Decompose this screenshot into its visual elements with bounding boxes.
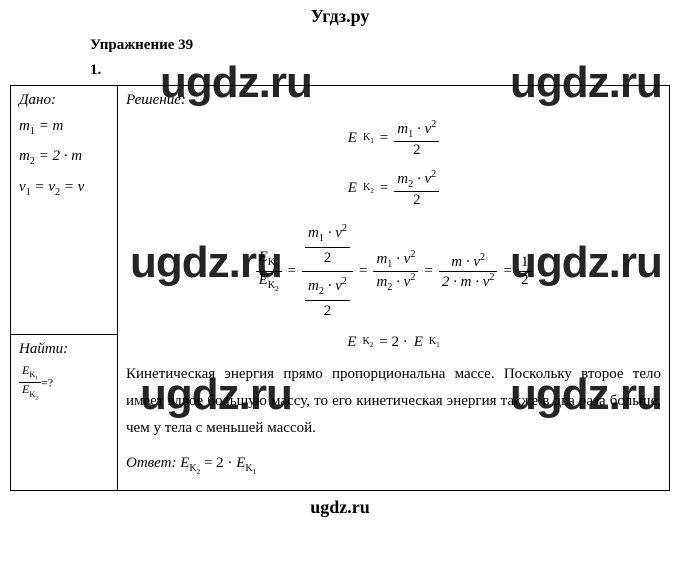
superscript: 2 xyxy=(342,223,347,234)
numerator: 1 xyxy=(518,254,532,272)
exercise-title: Упражнение 39 xyxy=(90,37,680,54)
superscript: 2 xyxy=(410,272,415,283)
sub-subscript: 1 xyxy=(35,376,38,382)
denominator: 2 xyxy=(394,142,439,159)
solution-label: Решение: xyxy=(126,92,661,109)
denominator: 2 xyxy=(305,301,350,322)
equals: = xyxy=(288,263,296,280)
given-label: Дано: xyxy=(19,92,109,109)
sub-subscript: 1 xyxy=(253,469,256,476)
text: m · v xyxy=(451,254,480,270)
text: = 2 · xyxy=(379,334,407,351)
text: = v xyxy=(31,179,55,195)
var: m xyxy=(397,171,408,187)
answer-label: Ответ: xyxy=(126,455,176,471)
subscript: K xyxy=(362,336,369,347)
explanation-text: Кинетическая энергия прямо пропорциональ… xyxy=(126,361,661,442)
text: = m xyxy=(35,118,63,134)
equation-2: EK2 = m2 · v2 2 xyxy=(126,169,661,209)
var: m xyxy=(19,148,30,164)
find-label: Найти: xyxy=(19,341,109,358)
result-equation: EK2 = 2 · EK1 xyxy=(126,334,661,351)
var: E xyxy=(259,272,268,288)
text: · v xyxy=(324,225,342,241)
var: E xyxy=(180,455,189,471)
fraction: EK1 EK2 xyxy=(19,364,41,402)
sub-subscript: 1 xyxy=(436,342,439,349)
solution-table: Дано: m1 = m m2 = 2 · m v1 = v2 = v Реше… xyxy=(10,85,670,491)
equals: = xyxy=(503,263,511,280)
given-cell: Дано: m1 = m m2 = 2 · m v1 = v2 = v xyxy=(11,86,118,335)
subscript: K xyxy=(189,463,196,474)
fraction: m1 · v2 2 xyxy=(394,119,439,159)
equals: = xyxy=(380,180,388,197)
subscript: K xyxy=(268,257,275,268)
superscript: 2 xyxy=(410,249,415,260)
fraction: m · v2 2 · m · v2 xyxy=(439,252,498,292)
subscript: K xyxy=(245,463,252,474)
answer-line: Ответ: EK2 = 2 · EK1 xyxy=(126,452,661,478)
fraction: EK1 EK2 xyxy=(256,249,282,294)
superscript: 2 xyxy=(489,272,494,283)
site-footer: ugdz.ru xyxy=(0,497,680,518)
var: E xyxy=(348,130,357,147)
fraction: m1 · v2 2 m2 · v2 2 xyxy=(302,219,353,324)
text: = v xyxy=(60,179,84,195)
fraction: m1 · v2 m2 · v2 xyxy=(373,249,418,293)
superscript: 2 xyxy=(431,119,436,130)
var: m xyxy=(19,118,30,134)
inner-fraction: m1 · v2 2 xyxy=(305,221,350,269)
superscript: 2 xyxy=(431,169,436,180)
var: v xyxy=(19,179,26,195)
var: E xyxy=(348,180,357,197)
denominator: 2 xyxy=(518,272,532,289)
text: =? xyxy=(41,375,53,389)
var: m xyxy=(376,251,387,267)
denominator: 2 xyxy=(305,248,350,269)
text: · v xyxy=(324,278,342,294)
superscript: 2 xyxy=(342,276,347,287)
equals: = xyxy=(424,263,432,280)
var: E xyxy=(414,334,423,351)
site-header: Угдз.ру xyxy=(0,0,680,27)
exercise-number: 1. xyxy=(90,62,680,79)
given-line: v1 = v2 = v xyxy=(19,176,109,200)
text: · v xyxy=(413,171,431,187)
table-row: Дано: m1 = m m2 = 2 · m v1 = v2 = v Реше… xyxy=(11,86,670,335)
text: = 2 · xyxy=(200,455,236,471)
sub-subscript: 1 xyxy=(370,139,373,146)
inner-fraction: m2 · v2 2 xyxy=(305,274,350,322)
fraction: 1 2 xyxy=(518,254,532,290)
var: m xyxy=(397,121,408,137)
text: · v xyxy=(392,274,410,290)
sub-subscript: 1 xyxy=(275,263,278,270)
var: E xyxy=(236,455,245,471)
sub-subscript: 2 xyxy=(35,395,38,401)
text: · v xyxy=(413,121,431,137)
sub-subscript: 2 xyxy=(370,188,373,195)
var: m xyxy=(308,278,319,294)
sub-subscript: 2 xyxy=(275,286,278,293)
var: m xyxy=(376,274,387,290)
superscript: 2 xyxy=(480,252,485,263)
var: E xyxy=(259,249,268,265)
fraction: m2 · v2 2 xyxy=(394,169,439,209)
find-cell: Найти: EK1 EK2 =? xyxy=(11,334,118,490)
equation-1: EK1 = m1 · v2 2 xyxy=(126,119,661,159)
text: · v xyxy=(392,251,410,267)
equals: = xyxy=(359,263,367,280)
find-expression: EK1 EK2 =? xyxy=(19,364,109,402)
text: = 2 · m xyxy=(35,148,82,164)
solution-cell: Решение: EK1 = m1 · v2 2 EK2 = m2 · v2 2… xyxy=(118,86,670,491)
denominator: 2 xyxy=(394,192,439,209)
var: m xyxy=(308,225,319,241)
given-line: m1 = m xyxy=(19,115,109,139)
equals: = xyxy=(380,130,388,147)
subscript: K xyxy=(268,280,275,291)
sub-subscript: 2 xyxy=(370,342,373,349)
var: E xyxy=(347,334,356,351)
given-line: m2 = 2 · m xyxy=(19,145,109,169)
text: 2 · m · v xyxy=(442,274,490,290)
equation-chain: EK1 EK2 = m1 · v2 2 m2 · v2 2 xyxy=(126,219,661,324)
